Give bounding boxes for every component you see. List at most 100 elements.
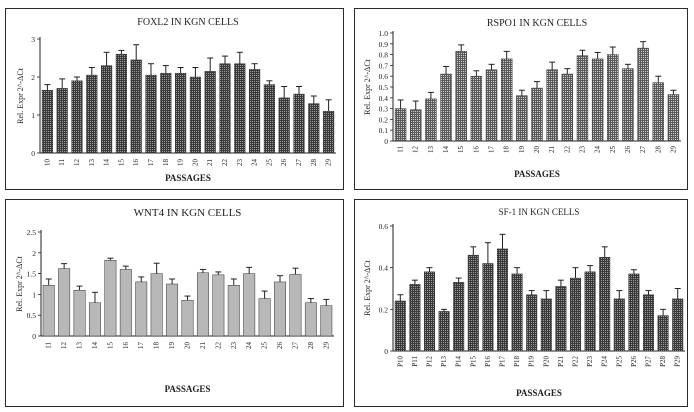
panel-sf1: SF-1 IN KGN CELLS Rel. Expr 2^-ΔCt PASSAGE…	[354, 199, 688, 407]
sf1-x-tick-label: P14	[455, 356, 463, 367]
foxl2-bar	[41, 90, 53, 154]
rspo1-x-tick-label: 19	[518, 146, 526, 154]
rspo1-y-axis-label: Rel. Expr 2^-ΔCt	[363, 58, 372, 115]
sf1-bar	[642, 294, 655, 352]
foxl2-bar	[160, 72, 172, 154]
wnt4-bar	[274, 281, 286, 337]
wnt4-x-tick-label: 18	[153, 342, 161, 350]
foxl2-x-tick-label: 29	[325, 159, 333, 167]
wnt4-bar	[243, 273, 256, 337]
rspo1-x-tick-label: 27	[639, 146, 647, 154]
rspo1-x-tick-label: 13	[427, 146, 435, 154]
wnt4-x-tick-label: 19	[168, 342, 176, 350]
panel-rspo1: RSPO1 IN KGN CELLS Rel. Expr 2^-ΔCt PASSAG…	[354, 8, 688, 190]
sf1-bar	[628, 273, 640, 352]
rspo1-y-tick-label: 0.3	[379, 105, 389, 114]
panel-foxl2: FOXL2 IN KGN CELLS Rel. Expr 2^-ΔCt PASSAG…	[5, 8, 344, 190]
foxl2-x-tick-label: 18	[162, 159, 170, 167]
rspo1-bar	[576, 55, 589, 142]
foxl2-x-tick-label: 11	[58, 159, 66, 166]
foxl2-x-tick-label: 22	[221, 159, 229, 167]
wnt4-bar	[73, 289, 86, 337]
rspo1-bar	[622, 68, 634, 142]
wnt4-y-tick-label: 1.5	[27, 270, 37, 279]
rspo1-x-tick-label: 18	[503, 146, 511, 154]
wnt4-bar	[135, 281, 148, 337]
sf1-x-tick-label: P19	[528, 356, 536, 367]
wnt4-bar	[320, 305, 333, 337]
rspo1-bar	[455, 51, 467, 142]
sf1-x-tick-label: P15	[469, 356, 477, 367]
rspo1-y-tick-label: 0.7	[379, 61, 389, 70]
wnt4-bar	[289, 274, 302, 337]
sf1-x-tick-label: P21	[557, 356, 565, 367]
sf1-x-tick-label: P17	[499, 356, 507, 367]
wnt4-bar	[104, 260, 117, 337]
rspo1-y-tick-label: 0.5	[379, 83, 389, 92]
foxl2-y-tick-label: 0	[31, 149, 35, 158]
wnt4-x-tick-label: 17	[137, 342, 145, 350]
foxl2-bar	[86, 74, 98, 154]
rspo1-x-tick-label: 24	[594, 146, 602, 154]
wnt4-bar	[181, 299, 194, 337]
wnt4-x-tick-label: 23	[230, 342, 238, 350]
wnt4-bar	[119, 269, 132, 337]
foxl2-x-tick-label: 14	[103, 159, 111, 167]
rspo1-bar	[394, 108, 407, 142]
foxl2-bar	[175, 72, 187, 154]
wnt4-x-tick-label: 14	[91, 342, 99, 350]
panel-wnt4: WNT4 IN KGN CELLS Rel. Expr 2^-ΔCt PASSAGE…	[5, 199, 344, 407]
wnt4-x-tick-label: 21	[199, 342, 207, 350]
sf1-y-axis-label: Rel. Expr 2^-ΔCt	[363, 259, 372, 316]
rspo1-bar	[637, 47, 649, 142]
wnt4-x-tick-label: 26	[276, 342, 284, 350]
sf1-x-tick-label: P20	[542, 356, 550, 367]
sf1-chart: SF-1 IN KGN CELLS Rel. Expr 2^-ΔCt PASSAGE…	[363, 207, 685, 398]
wnt4-chart-title: WNT4 IN KGN CELLS	[134, 207, 242, 219]
wnt4-x-tick-label: 24	[245, 342, 253, 350]
sf1-x-tick-label: P13	[440, 356, 448, 367]
sf1-y-tick-label: 0.6	[379, 222, 389, 231]
foxl2-x-tick-label: 19	[177, 159, 185, 167]
wnt4-x-tick-label: 25	[261, 342, 269, 350]
sf1-bar	[657, 315, 669, 352]
wnt4-y-tick-label: 0.5	[27, 311, 37, 320]
rspo1-y-tick-label: 0.6	[379, 72, 389, 81]
rspo1-x-tick-label: 23	[578, 146, 586, 154]
foxl2-x-tick-label: 13	[88, 159, 96, 167]
foxl2-y-tick-label: 3	[31, 35, 35, 44]
wnt4-x-tick-label: 28	[307, 342, 315, 350]
foxl2-bar	[145, 74, 157, 154]
wnt4-bar	[89, 302, 101, 337]
rspo1-bar	[546, 69, 558, 142]
sf1-x-tick-label: P23	[586, 356, 594, 367]
rspo1-bar	[485, 69, 498, 142]
foxl2-x-tick-label: 15	[117, 159, 125, 167]
sf1-bar	[467, 254, 479, 352]
sf1-bar	[453, 282, 465, 352]
rspo1-x-tick-label: 11	[397, 146, 405, 153]
rspo1-bar	[425, 98, 437, 142]
sf1-x-tick-label: P26	[630, 356, 638, 367]
sf1-x-tick-label: P24	[601, 356, 609, 367]
rspo1-y-tick-label: 0.2	[379, 115, 389, 124]
rspo1-bar	[410, 109, 422, 142]
rspo1-x-tick-label: 28	[654, 146, 662, 154]
foxl2-x-tick-label: 20	[191, 159, 199, 167]
foxl2-bar	[56, 88, 68, 154]
sf1-x-tick-label: P28	[659, 356, 667, 367]
foxl2-x-tick-label: 26	[280, 159, 288, 167]
rspo1-bar	[440, 73, 452, 142]
foxl2-bar	[204, 71, 216, 154]
rspo1-x-tick-label: 14	[442, 146, 450, 154]
foxl2-bar	[278, 97, 290, 154]
wnt4-y-tick-label: 0	[32, 332, 36, 341]
sf1-bar	[613, 298, 625, 352]
foxl2-y-tick-label: 1	[31, 111, 35, 120]
sf1-x-tick-label: P18	[513, 356, 521, 367]
wnt4-bar	[42, 284, 55, 337]
rspo1-x-tick-label: 20	[533, 146, 541, 154]
foxl2-bar	[234, 63, 246, 154]
rspo1-bar	[652, 82, 664, 142]
wnt4-x-tick-label: 27	[291, 342, 299, 350]
